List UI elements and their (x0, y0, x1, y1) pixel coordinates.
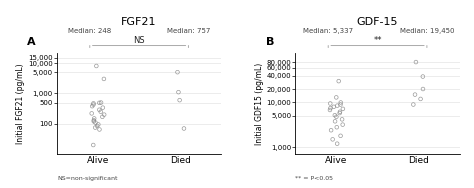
Point (93, 124, 101, 127)
Point (99, 106, 107, 109)
Point (176, 99, 183, 102)
Point (337, 101, 345, 104)
Point (333, 115, 340, 118)
Point (329, 138, 337, 141)
Text: Median: 5,337: Median: 5,337 (303, 28, 353, 34)
Point (97, 101, 105, 104)
Point (94, 123, 102, 126)
Y-axis label: Initial FGF21 (pg/mL): Initial FGF21 (pg/mL) (16, 63, 25, 144)
Text: NS=non-significant: NS=non-significant (57, 177, 118, 181)
Point (327, 102, 334, 105)
Text: Median: 757: Median: 757 (167, 28, 210, 34)
Point (90, 102, 97, 105)
Point (417, 97, 424, 100)
Text: B: B (266, 37, 274, 47)
Point (92, 64, 100, 67)
Point (90, 103, 97, 106)
Point (90, 119, 98, 122)
Point (335, 80, 343, 83)
Point (337, 103, 344, 106)
Point (331, 114, 338, 117)
Point (97, 110, 105, 113)
Point (99, 115, 106, 118)
Point (96, 108, 103, 111)
Text: **: ** (374, 36, 382, 45)
Text: Median: 19,450: Median: 19,450 (400, 28, 454, 34)
Point (180, 127, 188, 130)
Point (91, 117, 98, 120)
Point (333, 142, 341, 145)
Point (419, 75, 427, 78)
Point (91, 121, 99, 124)
Point (339, 123, 346, 126)
Point (334, 104, 341, 107)
Point (100, 77, 108, 80)
Point (174, 91, 182, 94)
Point (332, 96, 340, 99)
Point (330, 105, 337, 108)
Text: ** = P<0.05: ** = P<0.05 (295, 177, 333, 181)
Text: Median: 248: Median: 248 (68, 28, 111, 34)
Title: GDF-15: GDF-15 (357, 17, 398, 27)
Point (91, 126, 99, 129)
Point (96, 128, 103, 131)
Point (412, 61, 419, 64)
Text: A: A (27, 37, 36, 47)
Point (331, 120, 339, 123)
Title: FGF21: FGF21 (121, 17, 157, 27)
Point (338, 118, 346, 121)
Point (90, 143, 97, 146)
Point (326, 108, 334, 111)
Point (328, 129, 335, 132)
Point (100, 113, 108, 116)
Point (173, 71, 181, 74)
Point (327, 107, 334, 110)
Point (88, 105, 96, 108)
Point (336, 110, 344, 113)
Point (95, 101, 103, 104)
Text: NS: NS (133, 36, 145, 45)
Point (411, 93, 419, 96)
Point (333, 126, 340, 129)
Y-axis label: Initial GDF15 (pg/mL): Initial GDF15 (pg/mL) (255, 62, 264, 145)
Point (410, 103, 417, 106)
Point (88, 112, 95, 115)
Point (90, 120, 98, 123)
Point (419, 87, 427, 90)
Point (336, 111, 344, 114)
Point (339, 107, 346, 110)
Point (337, 134, 344, 137)
